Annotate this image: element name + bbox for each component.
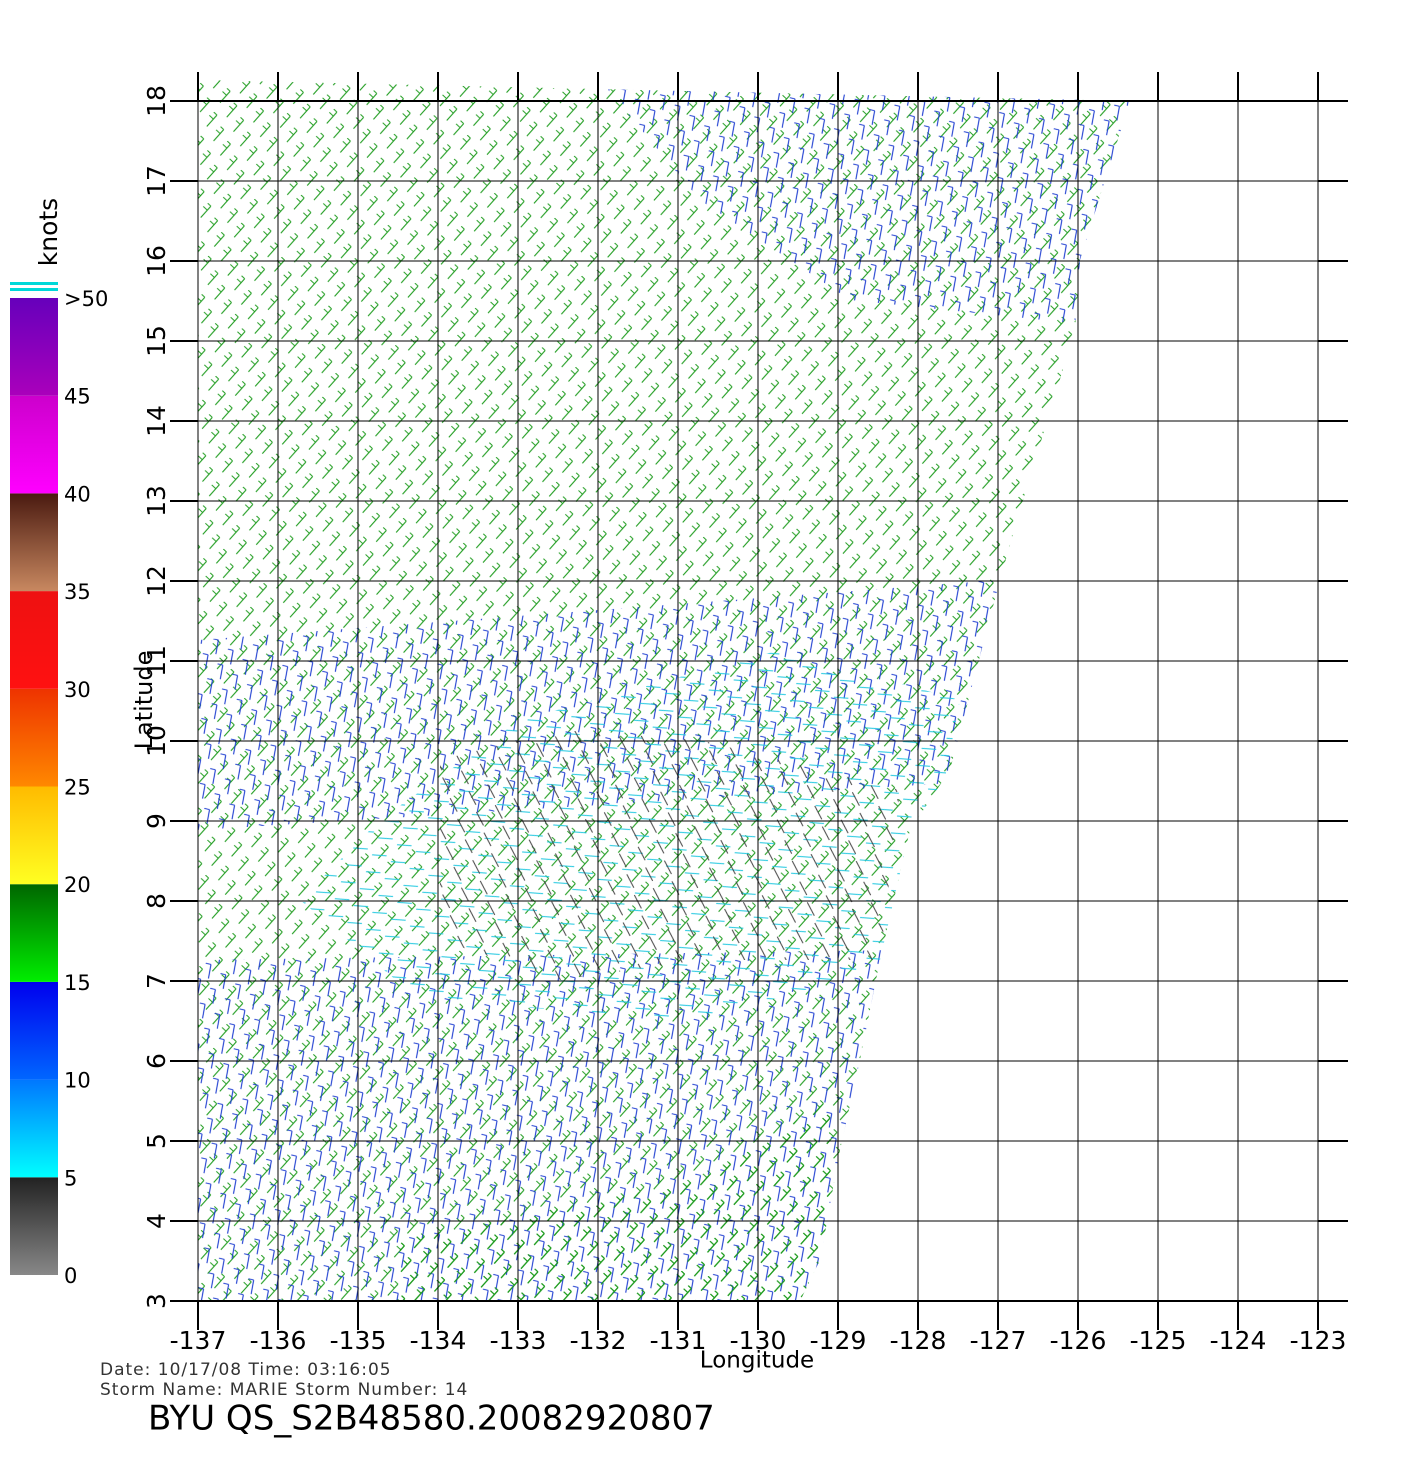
y-tick-label: 5 — [142, 1133, 171, 1149]
y-tick-label: 18 — [142, 85, 171, 117]
y-tick-label: 13 — [142, 485, 171, 517]
x-tick-label: -136 — [250, 1326, 307, 1355]
x-tick-label: -123 — [1290, 1326, 1347, 1355]
colorbar-tick-label: >50 — [64, 287, 108, 311]
y-tick-label: 17 — [142, 165, 171, 197]
axes: -137 -136 -135 -134 -133 -132 -131 -130 -129 -128… — [142, 72, 1348, 1355]
colorbar-tick-label: 20 — [64, 873, 91, 897]
y-tick-label: 6 — [142, 1053, 171, 1069]
x-tick-label: -132 — [570, 1326, 627, 1355]
storm-info: Storm Name: MARIE Storm Number: 14 — [100, 1380, 468, 1400]
x-tick-label: -130 — [730, 1326, 787, 1355]
colorbar-cap — [10, 288, 58, 291]
colorbar-cap — [10, 282, 58, 285]
x-tick-label: -133 — [490, 1326, 547, 1355]
colorbar-tick-label: 0 — [64, 1264, 77, 1288]
colorbar-tick-label: 35 — [64, 580, 91, 604]
file-name: BYU QS_S2B48580.20082920807 — [148, 1399, 715, 1439]
y-tick-label: 3 — [142, 1293, 171, 1309]
colorbar-segment — [10, 688, 58, 787]
colorbar-segment — [10, 395, 58, 494]
x-axis-label: Longitude — [700, 1348, 814, 1374]
wind-swath — [198, 80, 1130, 1301]
colorbar-tick-label: 10 — [64, 1069, 91, 1093]
x-tick-label: -126 — [1050, 1326, 1107, 1355]
date-time: Date: 10/17/08 Time: 03:16:05 — [100, 1360, 392, 1380]
colorbar-tick-label: 25 — [64, 776, 91, 800]
colorbar-label: knots — [34, 198, 63, 266]
x-tick-label: -129 — [810, 1326, 867, 1355]
colorbar-segment — [10, 493, 58, 592]
colorbar-segment — [10, 884, 58, 982]
x-tick-label: -127 — [970, 1326, 1027, 1355]
colorbar-segment — [10, 786, 58, 885]
colorbar-segment — [10, 1079, 58, 1178]
y-tick-label: 7 — [142, 973, 171, 989]
colorbar-tick-label: 45 — [64, 385, 91, 409]
y-tick-label: 11 — [142, 645, 171, 677]
colorbar-tick-label: 5 — [64, 1166, 77, 1190]
y-tick-label: 14 — [142, 405, 171, 437]
x-tick-label: -124 — [1210, 1326, 1267, 1355]
colorbar-tick-label: 40 — [64, 482, 91, 506]
x-tick-label: -131 — [650, 1326, 707, 1355]
x-tick-label: -134 — [410, 1326, 467, 1355]
y-tick-label: 10 — [142, 725, 171, 757]
colorbar-tick-label: 15 — [64, 971, 91, 995]
colorbar-segment — [10, 1177, 58, 1275]
x-tick-label: -128 — [890, 1326, 947, 1355]
x-tick-label: -125 — [1130, 1326, 1187, 1355]
y-tick-label: 4 — [142, 1213, 171, 1229]
colorbar-segment — [10, 298, 58, 396]
y-tick-label: 16 — [142, 245, 171, 277]
y-axis-label: Latitude — [130, 651, 158, 750]
y-tick-label: 15 — [142, 325, 171, 357]
y-tick-label: 12 — [142, 565, 171, 597]
y-tick-label: 8 — [142, 893, 171, 909]
y-tick-label: 9 — [142, 813, 171, 829]
x-tick-label: -137 — [170, 1326, 227, 1355]
colorbar-segment — [10, 981, 58, 1080]
colorbar-tick-label: 30 — [64, 678, 91, 702]
colorbar-segment — [10, 591, 58, 689]
x-tick-label: -135 — [330, 1326, 387, 1355]
